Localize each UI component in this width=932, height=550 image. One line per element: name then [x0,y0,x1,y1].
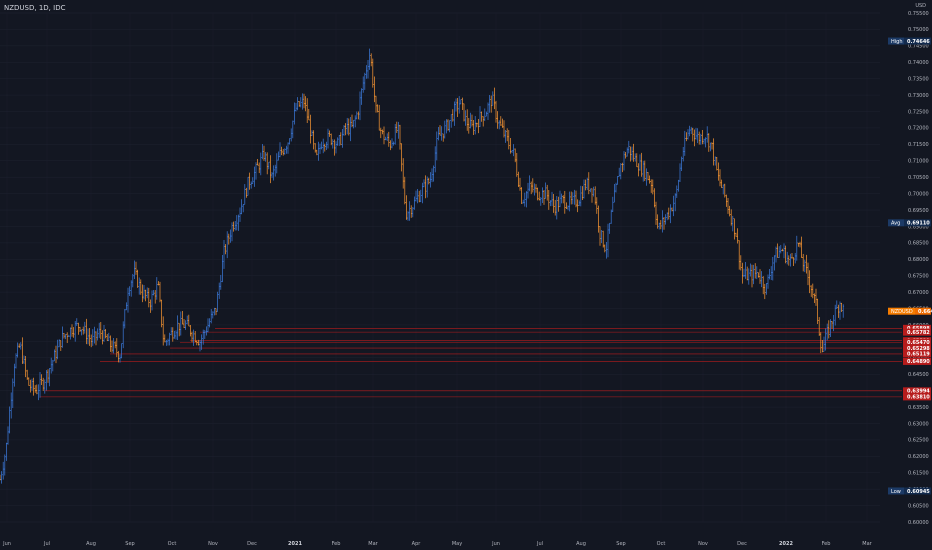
support-level-badge [903,324,931,332]
x-tick-label: Mar [368,541,378,547]
y-tick-label: 0.67000 [908,290,929,296]
high-marker-value-box [904,37,931,45]
x-tick-label: Oct [168,541,177,547]
x-tick-label: Jun [2,541,11,547]
x-tick-label: Oct [657,541,666,547]
x-tick-label: 2021 [288,541,302,547]
y-tick-label: 0.68000 [908,257,929,263]
high-marker-label-box [888,37,904,45]
y-tick-label: 0.60000 [908,520,929,526]
x-tick-label: Jun [491,541,500,547]
support-level-label: 0.63810 [907,395,930,401]
x-tick-label: Feb [822,541,831,547]
y-tick-label: 0.60500 [908,503,929,509]
y-tick-label: 0.75500 [908,11,929,17]
y-tick-label: 0.68500 [908,241,929,247]
avg-marker-label-box [888,219,904,227]
y-tick-label: 0.62500 [908,438,929,444]
x-tick-label: Jul [536,541,543,547]
y-tick-label: 0.73500 [908,76,929,82]
low-marker-label-box [888,487,904,495]
support-level-label: 0.65298 [907,346,930,352]
x-tick-label: Nov [208,541,218,547]
x-tick-label: Feb [332,541,341,547]
chart-title: NZDUSD, 1D, IDC [4,4,66,12]
support-level-label: 0.64890 [907,359,930,365]
y-tick-label: 0.74000 [908,60,929,66]
support-level-badge [903,338,931,346]
y-tick-label: 0.70500 [908,175,929,181]
avg-marker-label: Avg [891,221,900,227]
high-marker-value: 0.74646 [907,39,930,45]
x-tick-label: Nov [698,541,708,547]
currency-label: USD [915,3,926,9]
y-tick-label: 0.69000 [908,224,929,230]
x-tick-label: Mar [862,541,872,547]
y-tick-label: 0.61500 [908,471,929,477]
last-price-marker-value-box [915,307,931,315]
y-tick-label: 0.73000 [908,93,929,99]
support-level-badge [903,393,931,401]
low-marker-value: 0.60945 [907,489,930,495]
last-price-marker-label-box [888,307,915,315]
y-tick-label: 0.67500 [908,274,929,280]
y-tick-label: 0.74500 [908,44,929,50]
support-level-label: 0.65119 [907,352,930,358]
x-tick-label: May [452,541,462,547]
y-tick-label: 0.64500 [908,372,929,378]
x-tick-label: Sep [125,541,134,547]
support-level-badge [903,357,931,365]
x-tick-label: 2022 [779,541,793,547]
x-tick-label: Dec [247,541,257,547]
avg-marker-value: 0.69110 [907,221,930,227]
x-tick-label: Aug [576,541,586,547]
last-price-marker-value: 0.66419 [918,309,932,315]
y-tick-label: 0.72500 [908,109,929,115]
x-tick-label: Aug [86,541,96,547]
support-level-label: 0.63994 [907,389,930,395]
x-tick-label: Dec [737,541,747,547]
y-tick-label: 0.62000 [908,454,929,460]
x-tick-label: Apr [412,541,422,547]
low-marker-label: Low [891,489,901,495]
y-tick-label: 0.71500 [908,142,929,148]
support-level-badge [903,328,931,336]
x-tick-label: Sep [616,541,625,547]
y-tick-label: 0.70000 [908,191,929,197]
support-level-badge [903,344,931,352]
avg-marker-value-box [904,219,931,227]
y-tick-label: 0.72000 [908,126,929,132]
y-tick-label: 0.63000 [908,421,929,427]
last-price-marker-label: NZDUSD [891,309,913,315]
support-level-badge [903,350,931,358]
x-tick-label: Jul [43,541,50,547]
y-tick-label: 0.71000 [908,159,929,165]
high-marker-label: High [891,39,903,45]
support-level-badge [903,387,931,395]
support-level-label: 0.65782 [907,330,930,336]
support-level-label: 0.65470 [907,340,930,346]
y-tick-label: 0.75000 [908,27,929,33]
y-tick-label: 0.69500 [908,208,929,214]
low-marker-value-box [904,487,931,495]
y-tick-label: 0.63500 [908,405,929,411]
